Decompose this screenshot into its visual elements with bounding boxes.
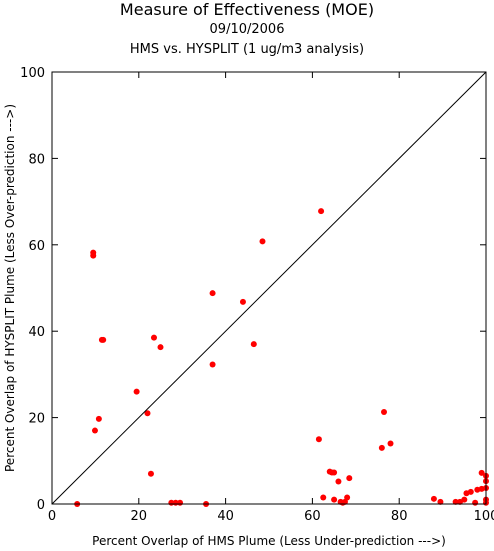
data-point — [315, 436, 322, 443]
chart-subtitle-analysis: HMS vs. HYSPLIT (1 ug/m3 analysis) — [129, 42, 365, 57]
y-tick-label: 60 — [28, 239, 45, 254]
data-point — [177, 499, 184, 506]
data-point — [452, 498, 459, 505]
chart-title: Measure of Effectiveness (MOE) — [119, 0, 375, 19]
points-layer — [74, 208, 489, 507]
chart-subtitle-date: 09/10/2006 — [209, 22, 285, 37]
data-point — [331, 496, 338, 503]
x-tick-label: 20 — [131, 509, 148, 524]
data-point — [467, 488, 474, 495]
y-axis-label: Percent Overlap of HYSPLIT Plume (Less O… — [3, 104, 17, 472]
data-point — [147, 470, 154, 477]
data-point — [344, 494, 351, 501]
data-point — [133, 388, 140, 395]
x-tick-label: 60 — [304, 509, 321, 524]
data-point — [437, 498, 444, 505]
x-tick-label: 100 — [474, 509, 494, 524]
diagonal-line — [51, 71, 487, 505]
data-point — [430, 495, 437, 502]
plot-frame — [51, 71, 487, 505]
data-point — [259, 238, 266, 245]
data-point — [318, 208, 325, 215]
x-tick-label: 0 — [48, 509, 56, 524]
y-tick-label: 100 — [20, 66, 45, 81]
data-point — [331, 469, 338, 476]
ticks-layer: 0 20 40 60 80 100 0 20 40 60 80 100 — [20, 66, 494, 524]
y-tick-label: 80 — [28, 152, 45, 167]
data-point — [378, 444, 385, 451]
data-point — [346, 475, 353, 482]
data-point — [209, 290, 216, 297]
x-tick-label: 80 — [391, 509, 408, 524]
y-tick-label: 0 — [37, 498, 45, 513]
x-axis-label: Percent Overlap of HMS Plume (Less Under… — [92, 534, 446, 548]
data-point — [239, 298, 246, 305]
data-point — [90, 252, 97, 259]
data-point — [472, 499, 479, 506]
data-point — [320, 494, 327, 501]
data-point — [209, 361, 216, 368]
x-tick-label: 40 — [217, 509, 234, 524]
data-point — [100, 336, 107, 343]
data-point — [144, 410, 151, 417]
data-point — [150, 334, 157, 341]
y-tick-label: 20 — [28, 412, 45, 427]
data-point — [250, 341, 257, 348]
data-point — [95, 415, 102, 422]
data-point — [381, 408, 388, 415]
data-point — [157, 344, 164, 351]
data-point — [387, 440, 394, 447]
data-point — [91, 427, 98, 434]
y-tick-label: 40 — [28, 325, 45, 340]
data-point — [478, 469, 485, 476]
data-point — [461, 496, 468, 503]
data-point — [335, 478, 342, 485]
